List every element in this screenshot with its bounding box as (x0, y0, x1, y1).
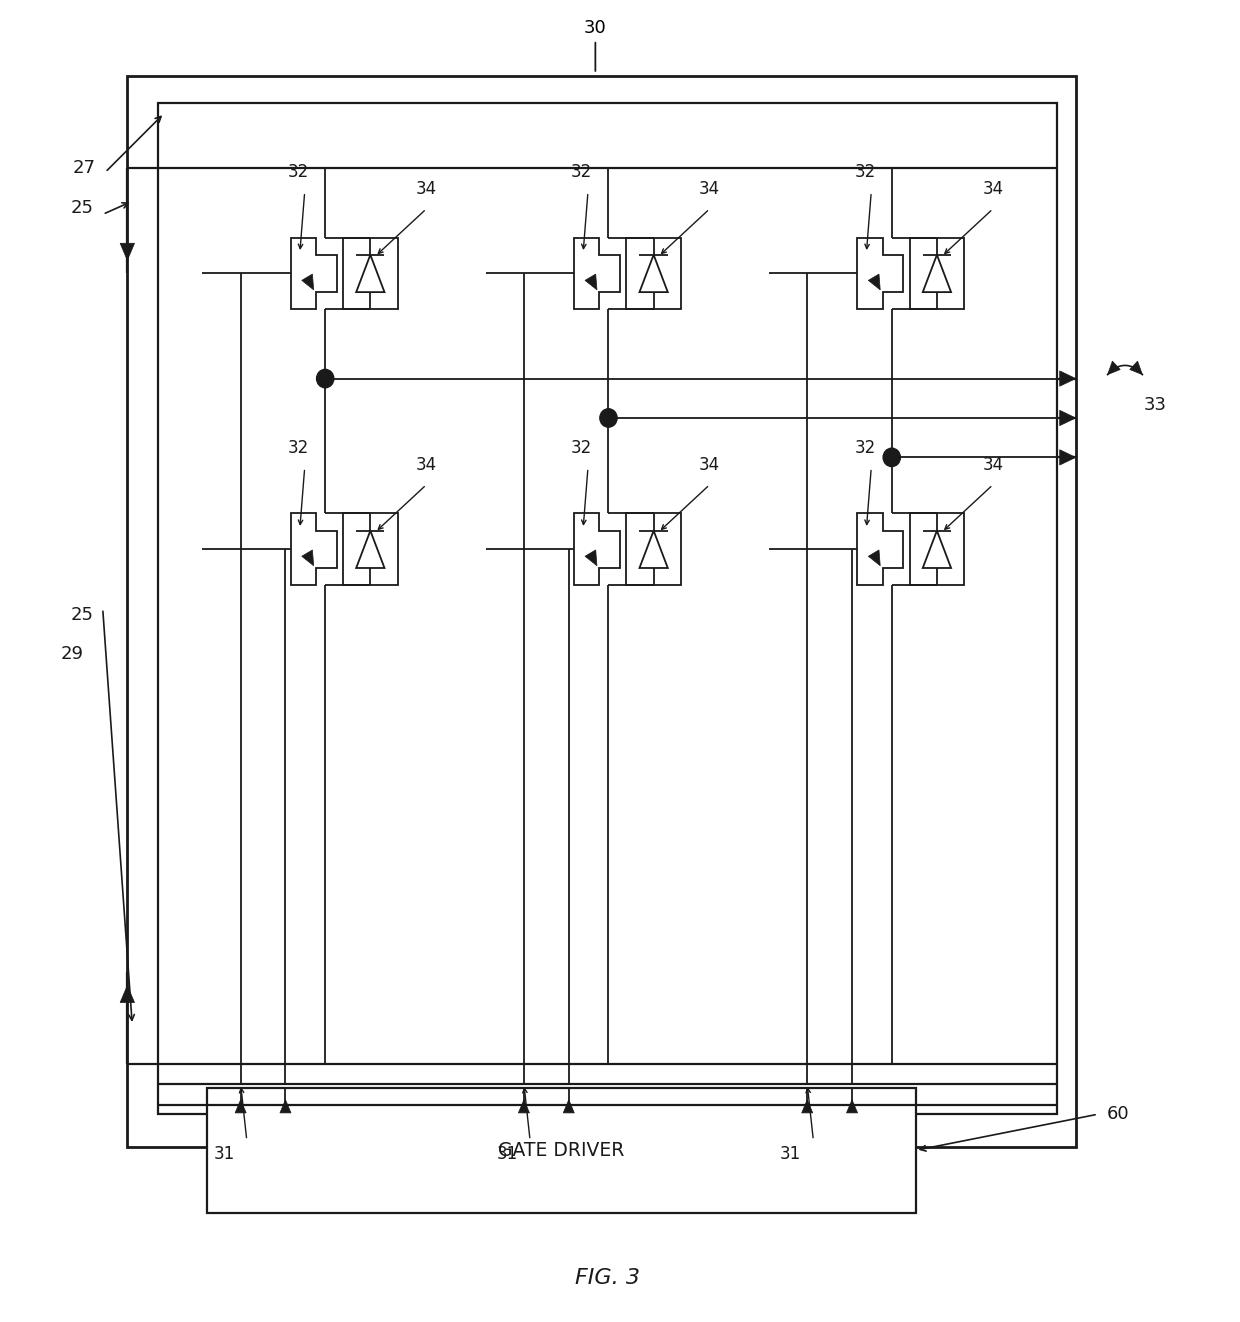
Circle shape (316, 369, 334, 387)
Text: 34: 34 (415, 456, 436, 475)
Bar (128, 77, 1076, 1147)
Polygon shape (923, 255, 951, 292)
Polygon shape (868, 274, 880, 290)
Polygon shape (1060, 449, 1076, 465)
Polygon shape (356, 255, 384, 292)
Polygon shape (585, 550, 596, 566)
Text: GATE DRIVER: GATE DRIVER (498, 1141, 625, 1159)
Polygon shape (857, 513, 903, 586)
Text: 32: 32 (288, 163, 309, 181)
Bar (343, 238, 398, 309)
Text: 32: 32 (570, 163, 593, 181)
Polygon shape (923, 530, 951, 568)
Text: 30: 30 (584, 19, 606, 71)
Polygon shape (1060, 371, 1076, 386)
Polygon shape (857, 238, 903, 309)
Polygon shape (1060, 410, 1076, 426)
Polygon shape (1130, 361, 1142, 374)
Bar (910, 238, 965, 309)
Text: 29: 29 (61, 645, 83, 664)
Polygon shape (236, 1100, 247, 1113)
Polygon shape (847, 1100, 858, 1113)
Polygon shape (868, 550, 880, 566)
Bar (626, 513, 681, 586)
Polygon shape (301, 550, 314, 566)
Text: 32: 32 (570, 439, 593, 457)
Text: 60: 60 (1106, 1105, 1130, 1124)
Text: 34: 34 (982, 180, 1003, 198)
Polygon shape (280, 1100, 291, 1113)
Polygon shape (290, 238, 337, 309)
Polygon shape (518, 1100, 529, 1113)
Polygon shape (120, 243, 134, 260)
Text: 25: 25 (71, 198, 93, 217)
Polygon shape (301, 274, 314, 290)
Text: 32: 32 (854, 439, 875, 457)
Text: 31: 31 (213, 1145, 234, 1162)
Polygon shape (356, 530, 384, 568)
Text: FIG. 3: FIG. 3 (575, 1268, 640, 1289)
Text: 32: 32 (854, 163, 875, 181)
Text: 27: 27 (73, 160, 95, 177)
Polygon shape (563, 1100, 574, 1113)
Text: 34: 34 (699, 180, 720, 198)
Polygon shape (802, 1100, 812, 1113)
Circle shape (883, 448, 900, 467)
Text: 31: 31 (496, 1145, 518, 1162)
Bar (159, 103, 1058, 1114)
Polygon shape (120, 985, 134, 1002)
Text: 34: 34 (699, 456, 720, 475)
Text: 31: 31 (780, 1145, 801, 1162)
Bar (343, 513, 398, 586)
Polygon shape (640, 530, 668, 568)
Polygon shape (574, 513, 620, 586)
Bar (910, 513, 965, 586)
Polygon shape (574, 238, 620, 309)
Bar (207, 1088, 915, 1212)
Polygon shape (640, 255, 668, 292)
Polygon shape (1107, 361, 1120, 374)
Text: 25: 25 (71, 605, 93, 624)
Text: 34: 34 (415, 180, 436, 198)
Text: 34: 34 (982, 456, 1003, 475)
Text: 33: 33 (1143, 395, 1167, 414)
Text: 32: 32 (288, 439, 309, 457)
Circle shape (600, 408, 618, 427)
Polygon shape (585, 274, 596, 290)
Polygon shape (290, 513, 337, 586)
Bar (626, 238, 681, 309)
